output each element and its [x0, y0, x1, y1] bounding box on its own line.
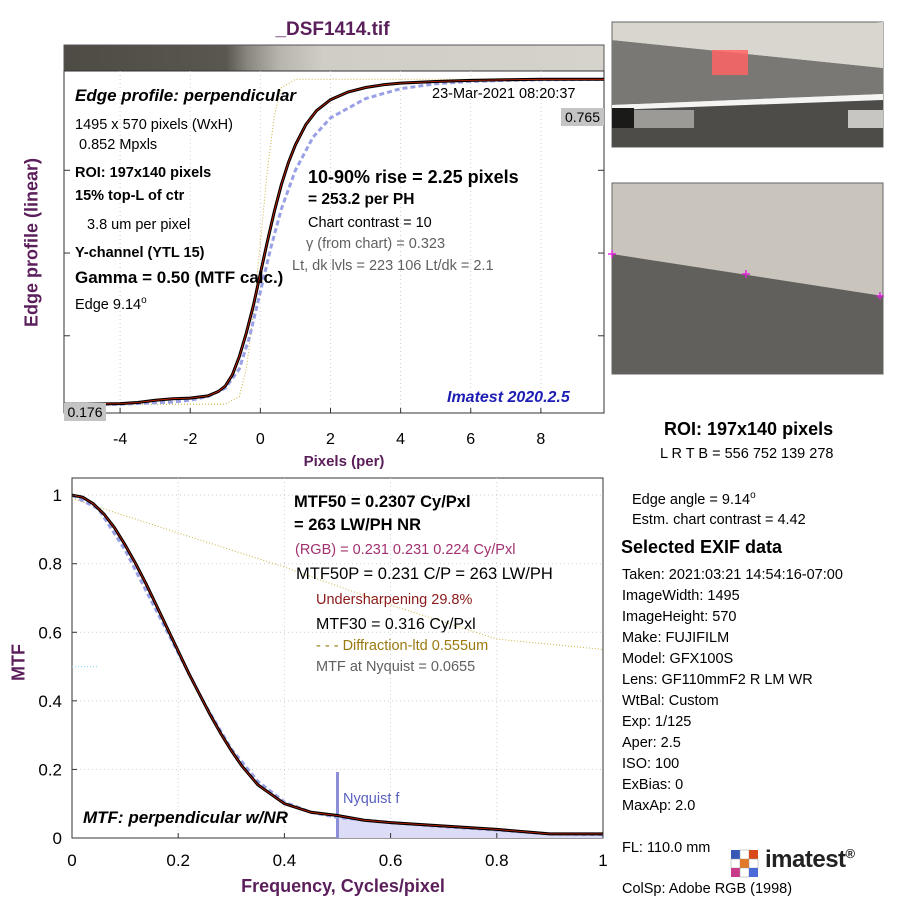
edge-point-markers	[608, 250, 884, 300]
exif-item: Aper: 2.5	[622, 735, 681, 751]
image-size-text: 1495 x 570 pixels (WxH)	[75, 117, 233, 133]
gamma-chart-text: γ (from chart) = 0.323	[306, 236, 446, 252]
nyquist-label: Nyquist f	[343, 791, 400, 807]
imatest-version-text: Imatest 2020.2.5	[447, 389, 570, 406]
mtf-x-axis-label: Frequency, Cycles/pixel	[241, 876, 445, 896]
exif-item: Taken: 2021:03:21 14:54:16-07:00	[622, 567, 843, 583]
edge-x-tick-label: -2	[183, 431, 197, 448]
location-text: 15% top-L of ctr	[75, 188, 185, 204]
imatest-logo-text: imatest®	[765, 846, 855, 874]
imatest-logo-icon	[730, 849, 759, 878]
exif-item: MaxAp: 2.0	[622, 798, 696, 814]
edge-high-level-label: 0.765	[561, 108, 604, 126]
per-ph-text: = 253.2 per PH	[308, 191, 415, 208]
mtf-x-tick-label: 0.8	[485, 851, 509, 870]
mtf-y-tick-label: 0	[53, 829, 62, 848]
diffraction-curve	[72, 498, 603, 650]
edge-low-level-label: 0.176	[64, 403, 106, 421]
mtf-y-tick-label: 0.4	[38, 692, 62, 711]
channel-text: Y-channel (YTL 15)	[75, 245, 205, 261]
mtf-curve-center-line	[72, 494, 603, 835]
edge-angle-degree: o	[141, 295, 147, 306]
focal-length-text: FL: 110.0 mm	[622, 840, 711, 856]
edge-angle-info-degree: o	[750, 490, 756, 501]
roi-coordinates: L R T B = 556 752 139 278	[660, 446, 834, 462]
edge-x-tick-label: 2	[326, 431, 335, 448]
exif-item: ExBias: 0	[622, 777, 684, 793]
edge-angle-info-value: Edge angle = 9.14	[632, 491, 751, 508]
mtf30-text: MTF30 = 0.316 Cy/Pxl	[316, 616, 476, 633]
exif-item: WtBal: Custom	[622, 693, 719, 709]
edge-x-tick-label: 4	[396, 431, 405, 448]
mtf-x-tick-label: 0.4	[273, 851, 297, 870]
mtf-x-tick-label: 0.2	[166, 851, 190, 870]
edge-curves	[64, 77, 604, 406]
exif-item: Lens: GF110mmF2 R LM WR	[622, 672, 813, 688]
roi-marker-box	[712, 50, 748, 75]
edge-x-tick-label: 6	[466, 431, 475, 448]
diffraction-text: - - - Diffraction-ltd 0.555um	[316, 638, 489, 654]
exif-item: Model: GFX100S	[622, 651, 734, 667]
roi-zoom-image	[608, 182, 884, 375]
imatest-logo-word: imatest	[765, 846, 846, 873]
mtf-nyquist-text: MTF at Nyquist = 0.0655	[316, 659, 476, 675]
exif-title: Selected EXIF data	[621, 537, 783, 557]
mpxls-text: 0.852 Mpxls	[79, 137, 158, 153]
mtf50-lwph-text: = 263 LW/PH NR	[294, 516, 421, 534]
levels-text: Lt, dk lvls = 223 106 Lt/dk = 2.1	[292, 258, 494, 274]
undersharpening-text: Undersharpening 29.8%	[316, 592, 473, 608]
exif-item: Exp: 1/125	[622, 714, 692, 730]
imatest-logo-registered: ®	[845, 846, 856, 861]
mtf-y-tick-label: 0.8	[38, 555, 62, 574]
roi-title: ROI: 197x140 pixels	[664, 419, 834, 439]
chart-title: _DSF1414.tif	[275, 19, 390, 40]
edge-plot-area	[63, 70, 605, 414]
mtf-y-tick-label: 0.6	[38, 623, 62, 642]
edge-x-tick-label: 8	[536, 431, 545, 448]
mtf-grid	[72, 478, 603, 838]
edge-angle-text: Edge 9.14o	[75, 295, 147, 313]
edge-y-axis-label: Edge profile (linear)	[21, 157, 42, 328]
mtf50-rgb-text: (RGB) = 0.231 0.231 0.224 Cy/Pxl	[295, 542, 516, 558]
mtf50p-text: MTF50P = 0.231 C/P = 263 LW/PH	[296, 565, 553, 583]
edge-x-tick-label: 0	[256, 431, 265, 448]
pixel-size-text: 3.8 um per pixel	[87, 217, 191, 233]
mtf-x-tick-label: 1	[598, 851, 607, 870]
edge-angle-info: Edge angle = 9.14o	[632, 490, 756, 508]
nyquist-shaded-region	[337, 815, 603, 838]
chart-contrast-text: Chart contrast = 10	[308, 215, 432, 231]
mtf-x-tick-label: 0.6	[379, 851, 403, 870]
edge-timestamp: 23-Mar-2021 08:20:37	[432, 86, 576, 102]
edge-grid	[64, 71, 604, 413]
mtf-y-axis-label: MTF	[8, 644, 29, 681]
rise-text: 10-90% rise = 2.25 pixels	[308, 167, 519, 187]
edge-angle-value: Edge 9.14	[75, 296, 142, 313]
mtf-curves	[72, 493, 603, 838]
exif-item: Make: FUJIFILM	[622, 630, 730, 646]
mtf-y-tick-label: 1	[53, 486, 62, 505]
mtf-panel-title: MTF: perpendicular w/NR	[83, 808, 288, 827]
edge-x-tick-label: -4	[113, 431, 127, 448]
mtf-y-tick-label: 0.2	[38, 760, 62, 779]
edge-x-ticks: -4 -2 0 2 4 6 8	[113, 408, 545, 448]
exif-item: ImageWidth: 1495	[622, 588, 740, 604]
mtf50-text: MTF50 = 0.2307 Cy/Pxl	[294, 493, 471, 511]
edge-x-axis-label: Pixels (per)	[303, 453, 385, 470]
exif-item: ISO: 100	[622, 756, 680, 772]
roi-text: ROI: 197x140 pixels	[75, 165, 212, 181]
estimated-contrast: Estm. chart contrast = 4.42	[632, 512, 806, 528]
mtf-ticks: 0 0.2 0.4 0.6 0.8 1 0 0.2 0.4 0.6 0.8 1	[38, 486, 607, 870]
grayscale-strip	[63, 44, 605, 72]
color-space-text: ColSp: Adobe RGB (1998)	[622, 881, 793, 897]
gamma-text: Gamma = 0.50 (MTF calc.)	[75, 268, 284, 287]
edge-panel-title: Edge profile: perpendicular	[75, 86, 297, 105]
edge-ideal-curve	[64, 78, 604, 405]
edge-profile-center-line	[64, 78, 604, 405]
exif-item: ImageHeight: 570	[622, 609, 737, 625]
mtf-x-tick-label: 0	[67, 851, 76, 870]
roi-thumbnail	[611, 21, 884, 148]
